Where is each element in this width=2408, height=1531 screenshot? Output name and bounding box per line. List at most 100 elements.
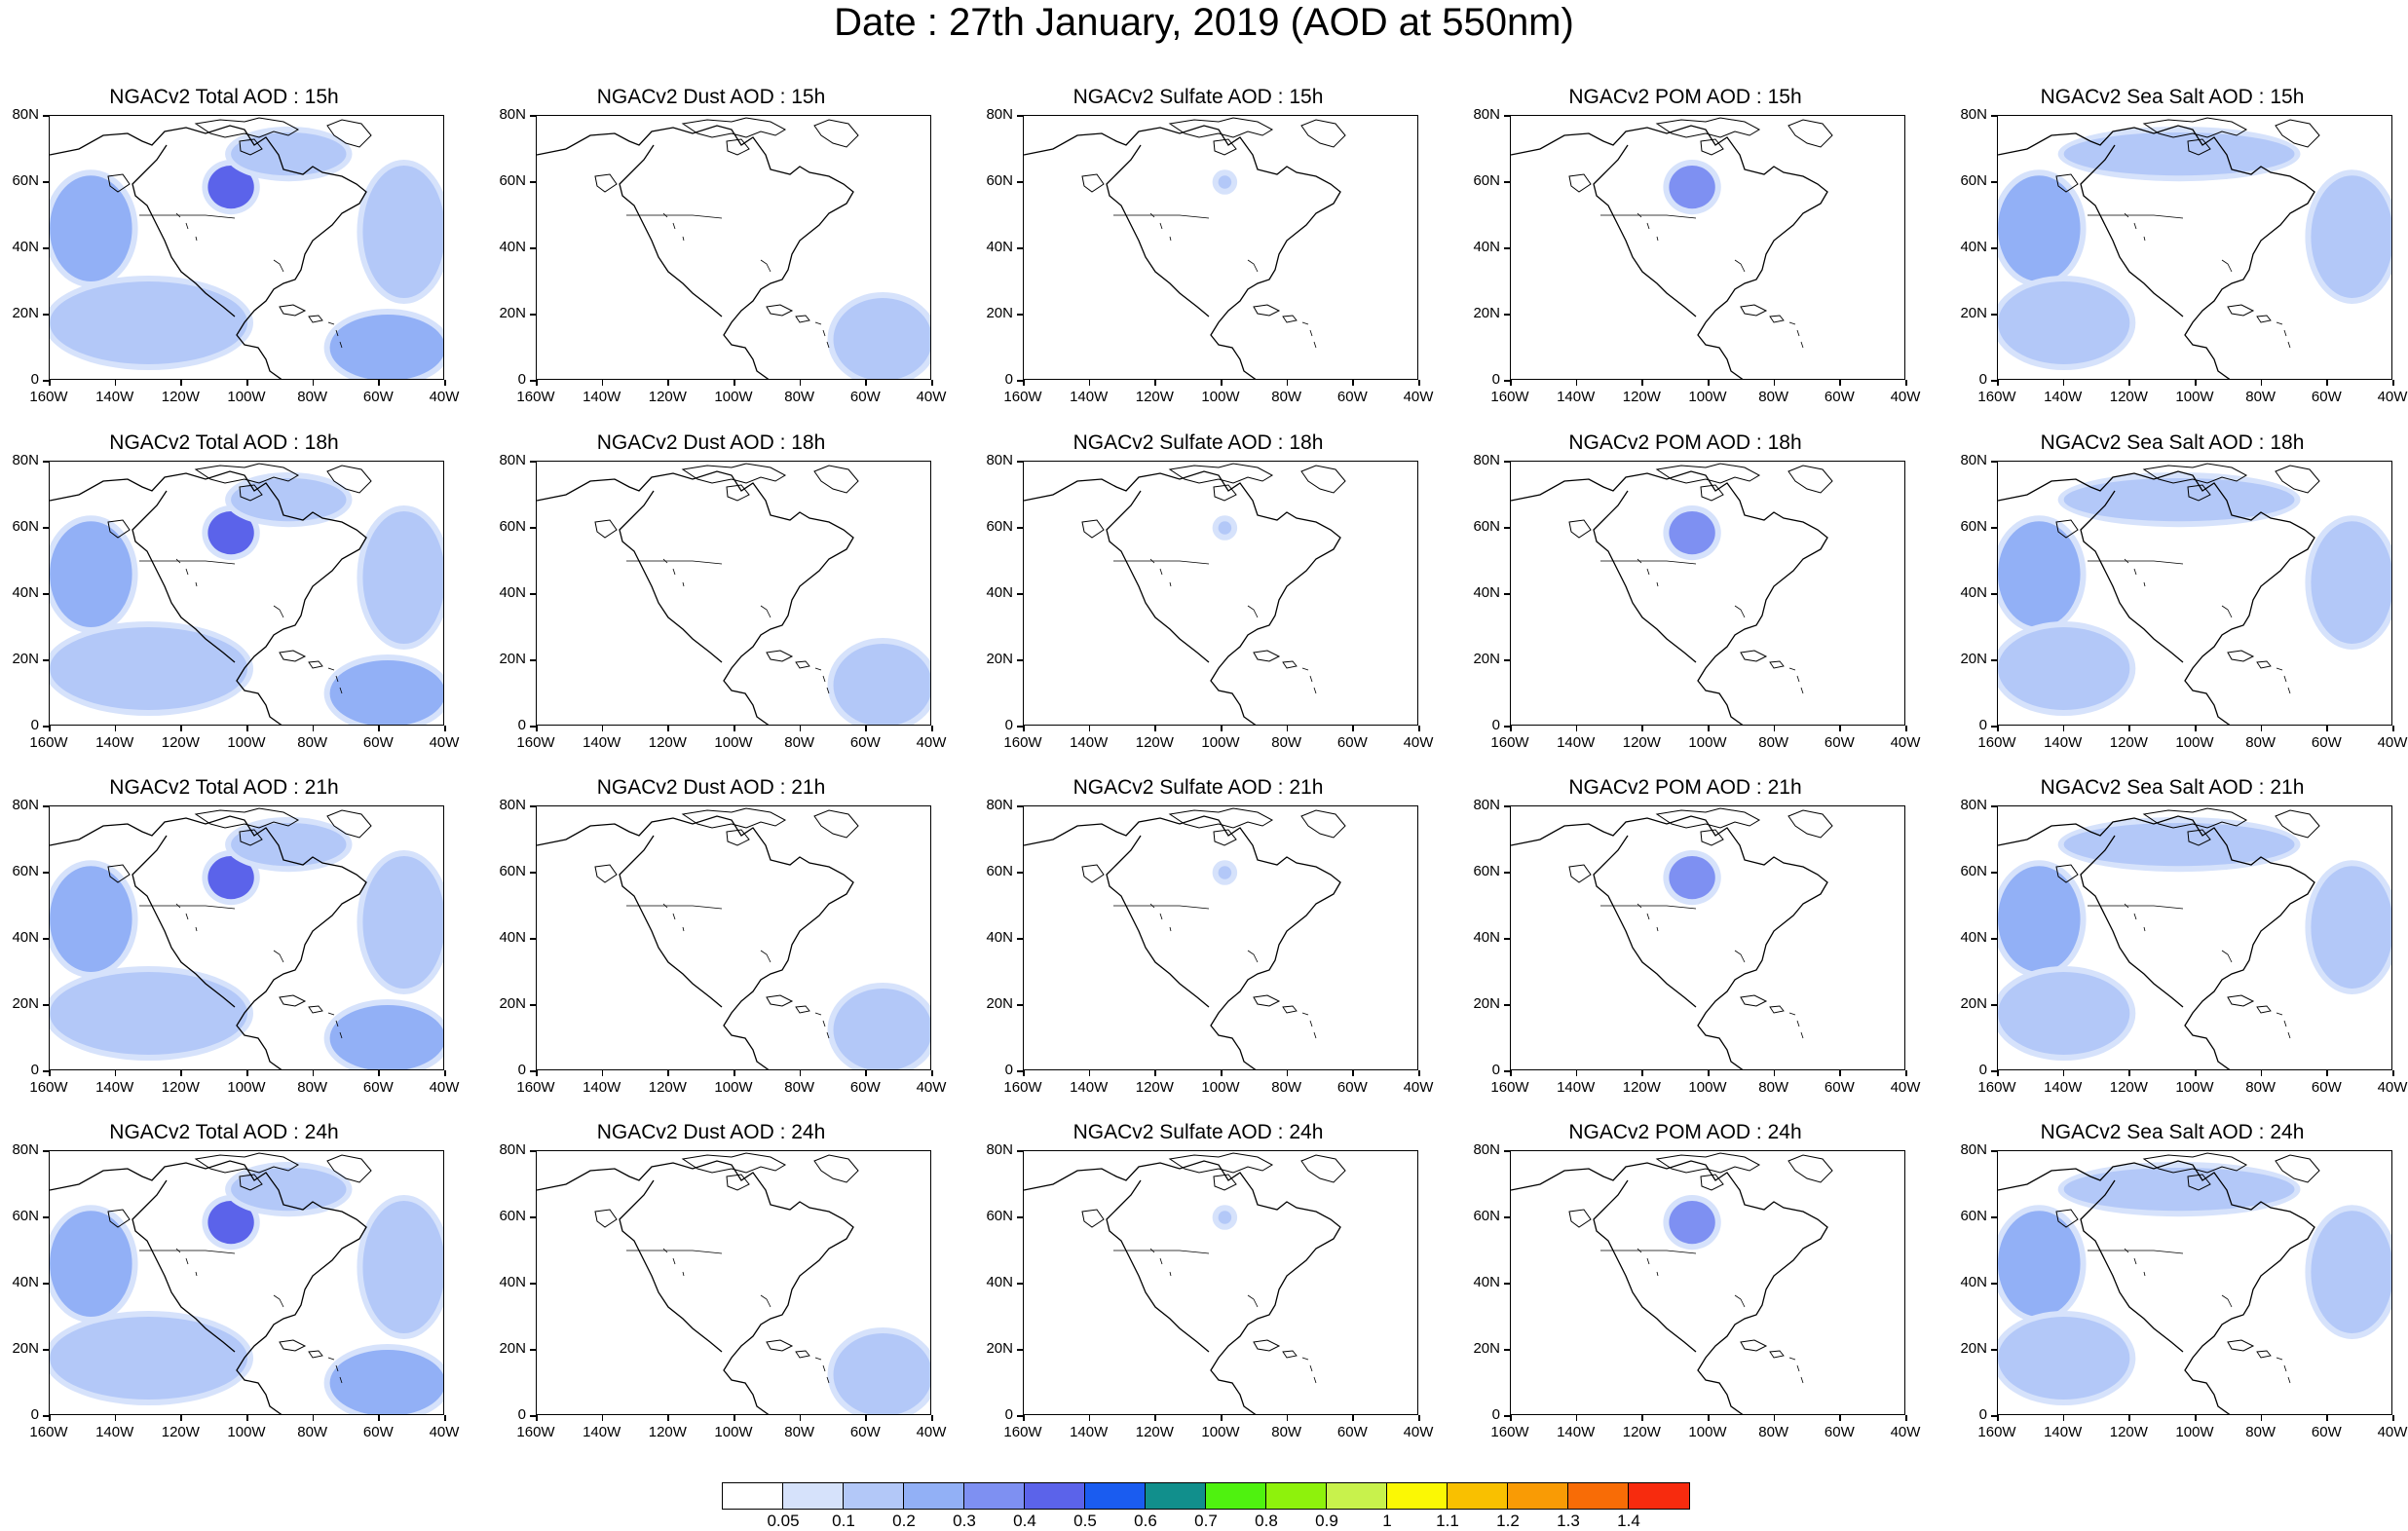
lon-tick-label: 100W — [1201, 1424, 1240, 1440]
lon-tick — [931, 1415, 933, 1421]
map-plot-area — [1510, 805, 1905, 1070]
lon-tick-label: 40W — [429, 1424, 460, 1440]
map-panel: NGACv2 Sulfate AOD : 18h 0 20N 40N 60N 80N 160… — [974, 431, 1433, 753]
aod-region — [362, 511, 443, 644]
lat-tick — [43, 726, 49, 728]
lon-tick — [1510, 380, 1512, 386]
lon-tick-label: 80W — [1758, 389, 1789, 405]
aod-map — [1024, 1152, 1346, 1414]
lon-tick — [1221, 1070, 1223, 1076]
colorbar-label: 0.6 — [1134, 1512, 1157, 1530]
colorbar-label: 1 — [1382, 1512, 1392, 1530]
lon-tick-label: 160W — [516, 734, 555, 751]
lon-tick-label: 80W — [297, 1079, 328, 1096]
panel-title: NGACv2 Sulfate AOD : 15h — [1072, 86, 1324, 108]
lat-tick — [43, 380, 49, 382]
aod-map — [1511, 807, 1833, 1069]
colorbar-box — [1327, 1483, 1387, 1509]
lat-tick-label: 40N — [12, 1274, 39, 1290]
lat-tick-label: 60N — [1473, 518, 1500, 535]
lat-tick — [530, 938, 536, 940]
lat-tick — [43, 805, 49, 807]
lon-tick-label: 40W — [1403, 389, 1434, 405]
coastline — [1511, 807, 1833, 1069]
map-panel: NGACv2 Sulfate AOD : 21h 0 20N 40N 60N 80N 160… — [974, 776, 1433, 1098]
lat-tick-label: 40N — [1473, 929, 1500, 946]
lon-tick — [378, 380, 380, 386]
aod-map — [1511, 463, 1833, 725]
lon-tick-label: 80W — [1271, 1079, 1302, 1096]
map-panel: NGACv2 Total AOD : 15h 0 20N 40N 60N 80N 160W 1… — [0, 86, 459, 407]
lon-tick — [1708, 380, 1710, 386]
lon-tick-label: 80W — [784, 1424, 815, 1440]
aod-region — [833, 989, 930, 1069]
lat-tick — [1504, 1004, 1510, 1006]
colorbar-box — [1448, 1483, 1508, 1509]
lat-tick-label: 0 — [1978, 371, 1987, 388]
lon-tick-label: 100W — [714, 389, 753, 405]
lon-tick — [180, 1070, 182, 1076]
lat-tick-label: 0 — [1004, 717, 1013, 733]
lat-tick — [1504, 181, 1510, 183]
lon-tick — [1286, 1415, 1289, 1421]
lat-tick-label: 80N — [1960, 1141, 1987, 1158]
lon-tick — [1352, 380, 1354, 386]
lon-tick-label: 40W — [916, 734, 947, 751]
lat-tick-label: 80N — [1473, 106, 1500, 123]
lat-tick — [1991, 380, 1997, 382]
aod-region — [1998, 972, 2130, 1055]
lon-tick — [49, 1070, 51, 1076]
lat-tick-label: 80N — [499, 106, 526, 123]
lon-tick-label: 40W — [429, 734, 460, 751]
lat-tick-label: 60N — [499, 518, 526, 535]
lat-tick — [43, 461, 49, 463]
lon-tick-label: 140W — [95, 734, 134, 751]
lon-tick — [2326, 380, 2328, 386]
aod-region — [50, 866, 132, 972]
lon-tick-label: 160W — [1003, 734, 1042, 751]
lat-tick-label: 0 — [30, 717, 39, 733]
lon-tick-label: 100W — [1688, 734, 1727, 751]
lon-tick-label: 60W — [362, 389, 394, 405]
lon-tick-label: 100W — [2175, 1079, 2214, 1096]
lat-tick-label: 40N — [1473, 584, 1500, 601]
lat-tick-label: 20N — [12, 995, 39, 1012]
lon-tick-label: 160W — [516, 389, 555, 405]
lat-tick-label: 80N — [12, 452, 39, 468]
aod-map — [1998, 117, 2391, 379]
map-plot-area — [49, 805, 444, 1070]
coastline — [1024, 463, 1346, 725]
lat-tick-label: 60N — [1473, 172, 1500, 189]
lat-tick — [43, 1415, 49, 1417]
lat-tick — [1504, 805, 1510, 807]
lon-tick — [180, 726, 182, 731]
aod-region — [1998, 866, 2081, 972]
lon-tick — [246, 1070, 248, 1076]
lat-tick — [530, 726, 536, 728]
lon-tick-label: 160W — [1490, 1424, 1529, 1440]
lon-tick-label: 120W — [2109, 1424, 2148, 1440]
aod-map — [537, 117, 930, 379]
lon-tick-label: 40W — [1403, 1079, 1434, 1096]
lon-tick — [378, 1415, 380, 1421]
lon-tick-label: 60W — [849, 1079, 881, 1096]
lon-tick-label: 80W — [297, 1424, 328, 1440]
aod-map — [1998, 807, 2391, 1069]
lon-tick — [2195, 1070, 2197, 1076]
lat-tick-label: 80N — [499, 1141, 526, 1158]
lon-tick-label: 140W — [1070, 1079, 1109, 1096]
lon-tick-label: 100W — [1688, 1424, 1727, 1440]
lat-tick — [1017, 1004, 1023, 1006]
lat-tick-label: 40N — [1960, 584, 1987, 601]
lon-tick-label: 120W — [1135, 734, 1174, 751]
panel-title: NGACv2 Dust AOD : 24h — [596, 1121, 826, 1143]
lon-tick — [49, 380, 51, 386]
lon-tick-label: 40W — [2377, 389, 2408, 405]
lat-tick-label: 0 — [1978, 717, 1987, 733]
lat-tick-label: 20N — [499, 995, 526, 1012]
lon-tick — [2326, 726, 2328, 731]
lon-tick — [180, 1415, 182, 1421]
lon-tick — [444, 726, 446, 731]
lat-tick — [1991, 1349, 1997, 1351]
lon-tick-label: 40W — [916, 389, 947, 405]
